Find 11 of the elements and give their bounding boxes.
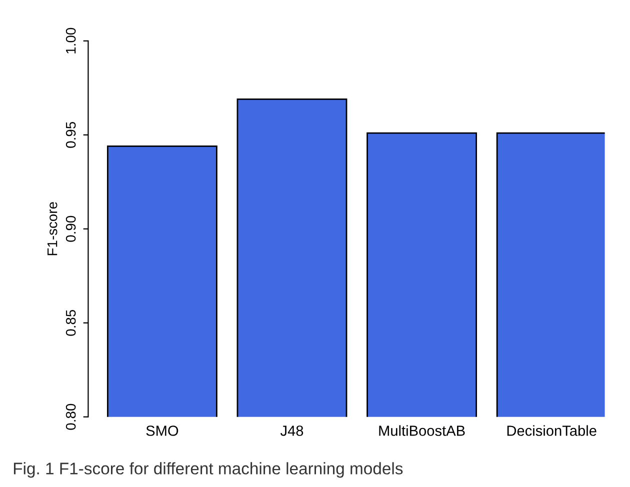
x-tick-label: MultiBoostAB xyxy=(379,425,465,436)
y-tick-label: 0.80 xyxy=(66,404,76,430)
y-tick-label: 0.90 xyxy=(66,216,76,242)
y-tick-label: 0.95 xyxy=(66,122,76,148)
x-tick-label: SMO xyxy=(146,426,178,436)
x-tick-label: J48 xyxy=(280,426,304,436)
y-tick-label: 1.00 xyxy=(66,28,76,54)
caption: Fig. 1 F1-score for different machine learning models xyxy=(14,462,403,478)
y-axis-title: F1-score xyxy=(48,202,58,256)
x-tick-label: DecisionTable xyxy=(507,425,596,436)
y-tick-label: 0.85 xyxy=(66,310,76,336)
